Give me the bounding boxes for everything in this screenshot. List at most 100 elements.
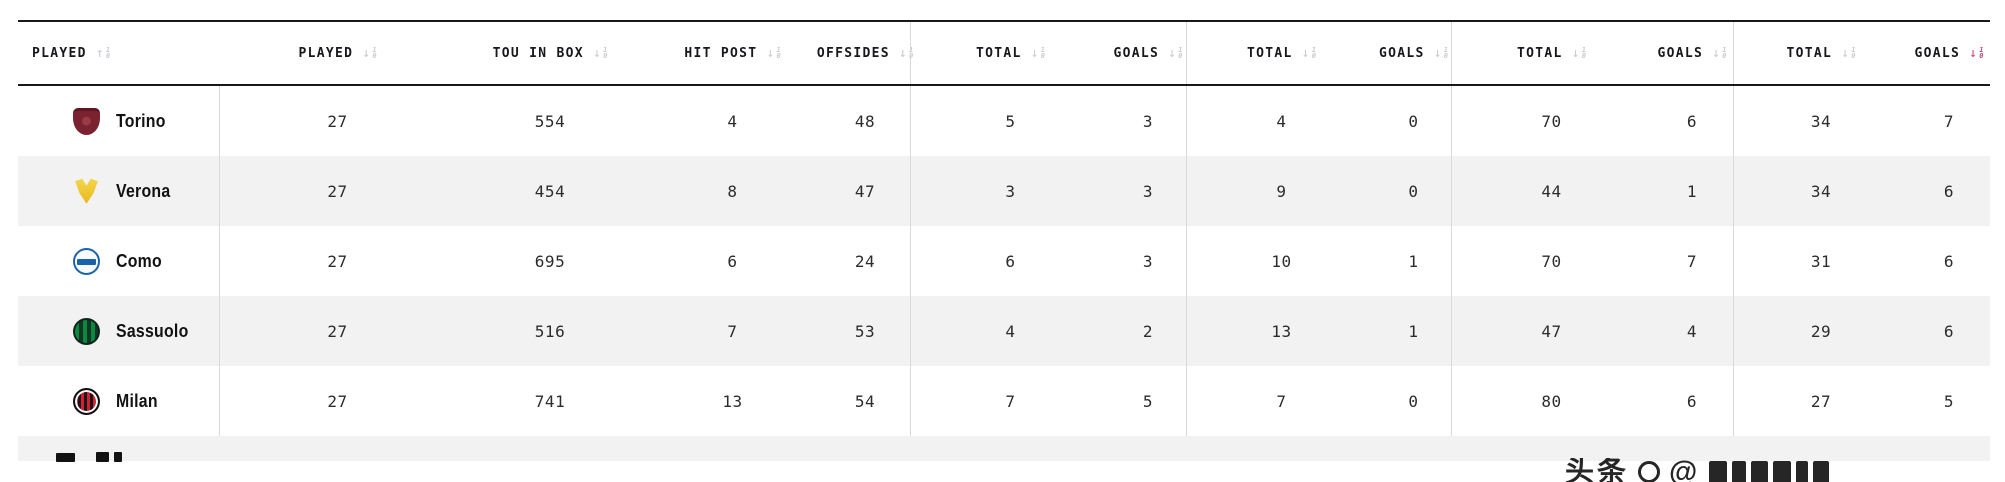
stat-cell: 6 (1943, 251, 1955, 271)
stat-cell: 6 (1943, 181, 1955, 201)
team-name: Verona (116, 180, 171, 201)
column-header-label: PLAYED (298, 45, 354, 61)
team-cell[interactable]: Verona (18, 156, 220, 226)
stat-cell: 53 (854, 321, 876, 341)
column-header-label: GOALS (1379, 45, 1425, 61)
stat-cell: 7 (727, 321, 738, 341)
team-name: Sassuolo (116, 320, 189, 341)
stat-cell: 27 (327, 391, 348, 411)
stat-cell: 7 (910, 366, 1110, 436)
stat-cell: 27 (327, 321, 348, 341)
team-cell[interactable]: Sassuolo (18, 296, 220, 366)
stat-cell: 47 (1451, 296, 1651, 366)
stat-cell: 6 (1943, 321, 1955, 341)
stat-cell: 0 (1408, 111, 1419, 131)
partial-team-logo-icon (56, 453, 75, 462)
stat-cell: 27 (327, 111, 348, 131)
stat-cell: 70 (1451, 226, 1651, 296)
stat-cell: 3 (910, 156, 1110, 226)
stat-cell: 8 (727, 181, 738, 201)
stat-cell: 3 (1142, 181, 1154, 201)
stat-cell: 13 (1186, 296, 1376, 366)
team-name: Como (116, 250, 162, 271)
stat-cell: 516 (534, 321, 566, 341)
column-header-label: PLAYED (32, 45, 87, 61)
stat-cell: 29 (1733, 296, 1908, 366)
table-body: Torino 27 554 4 48 5 3 4 0 70 6 34 7 Verona 27 454 8 4… (18, 86, 1990, 436)
column-header-label: GOALS (1914, 45, 1961, 61)
stat-cell: 27 (327, 251, 348, 271)
partial-team-name (114, 452, 122, 462)
sassuolo-logo-icon (73, 317, 100, 345)
stat-cell: 4 (910, 296, 1110, 366)
column-header-label: TOTAL (976, 45, 1022, 61)
milan-logo-icon (73, 387, 100, 415)
column-header-label: GOALS (1657, 45, 1704, 61)
stat-cell: 5 (1943, 391, 1955, 411)
partial-next-row (18, 436, 1990, 462)
watermark-logo-icon (1638, 461, 1661, 482)
stat-cell: 13 (722, 391, 743, 411)
column-header-label: HIT POST (684, 45, 758, 61)
stat-cell: 5 (910, 86, 1110, 156)
table-row: Como 27 695 6 24 6 3 10 1 70 7 31 6 (18, 226, 1990, 296)
stat-cell: 34 (1733, 86, 1908, 156)
stat-cell: 1 (1408, 251, 1419, 271)
watermark-clipped-text (1709, 461, 1830, 482)
stat-cell: 24 (854, 251, 876, 271)
stat-cell: 7 (1686, 251, 1698, 271)
team-cell[interactable]: Milan (18, 366, 220, 436)
stat-cell: 554 (534, 111, 566, 131)
stat-cell: 1 (1408, 321, 1419, 341)
column-header-label: TOTAL (1786, 45, 1833, 61)
stat-cell: 5 (1142, 391, 1154, 411)
stat-cell: 2 (1142, 321, 1154, 341)
column-header-label: GOALS (1113, 45, 1160, 61)
stat-cell: 70 (1451, 86, 1651, 156)
torino-logo-icon (73, 107, 100, 135)
partial-team-name (96, 452, 109, 462)
team-cell[interactable]: Torino (18, 86, 220, 156)
stat-cell: 3 (1142, 111, 1154, 131)
table-row: Torino 27 554 4 48 5 3 4 0 70 6 34 7 (18, 86, 1990, 156)
stat-cell: 7 (1943, 111, 1955, 131)
stat-cell: 6 (727, 251, 738, 271)
team-cell[interactable]: Como (18, 226, 220, 296)
table-row: Sassuolo 27 516 7 53 4 2 13 1 47 4 29 6 (18, 296, 1990, 366)
stat-cell: 1 (1686, 181, 1698, 201)
table-row: Verona 27 454 8 47 3 3 9 0 44 1 34 6 (18, 156, 1990, 226)
como-logo-icon (73, 247, 100, 275)
column-header-label: OFFSIDES (816, 45, 890, 61)
column-header-label: TOTAL (1517, 45, 1563, 61)
stat-cell: 6 (910, 226, 1110, 296)
table-row: Milan 27 741 13 54 7 5 7 0 80 6 27 5 (18, 366, 1990, 436)
stat-cell: 7 (1186, 366, 1376, 436)
verona-logo-icon (75, 178, 98, 204)
